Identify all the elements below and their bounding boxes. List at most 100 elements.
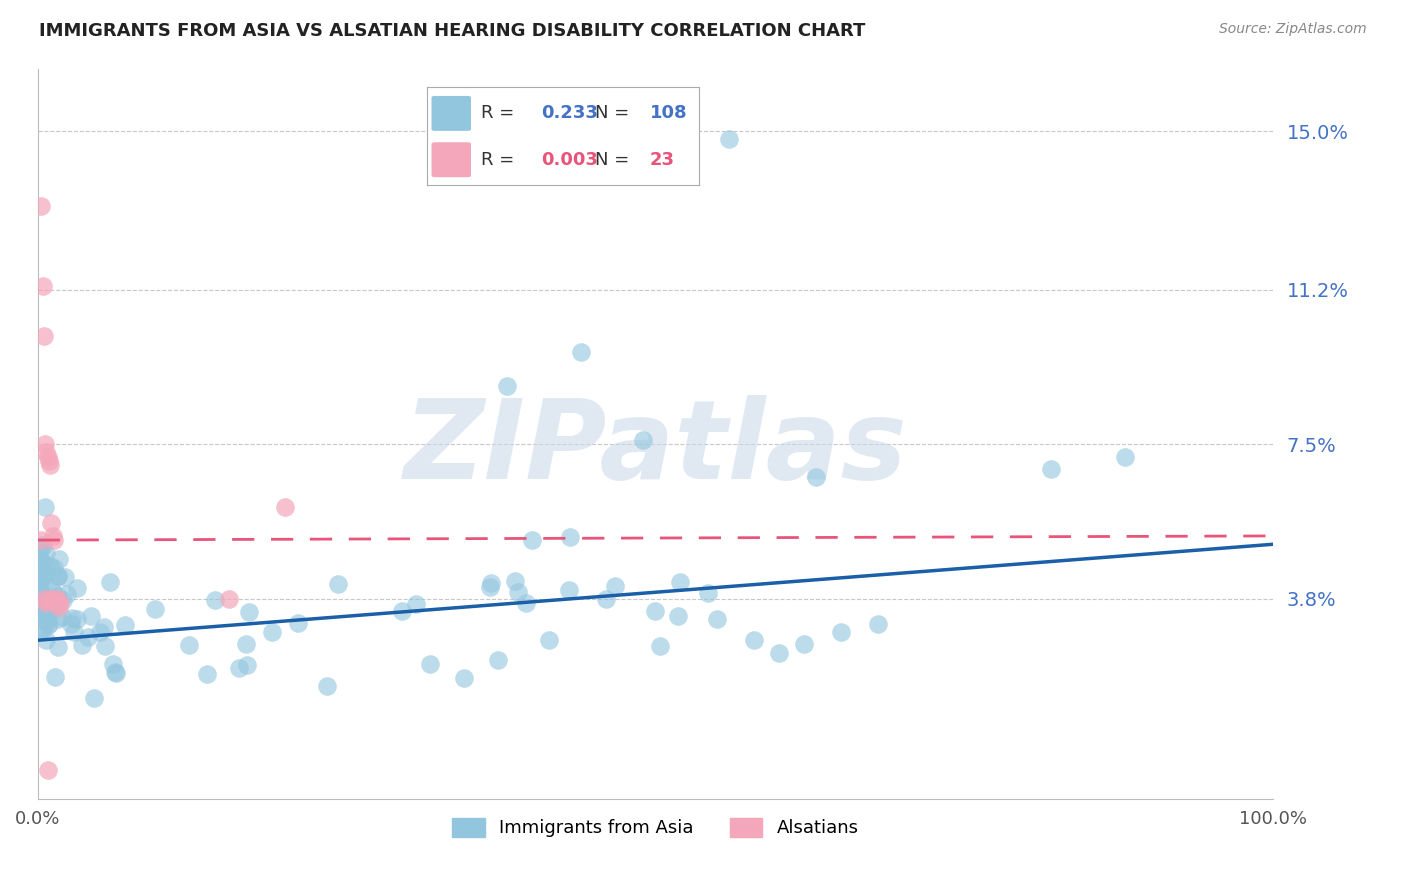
Point bbox=[28, 576, 51, 591]
Point bbox=[558, 583, 581, 598]
Point bbox=[37, 763, 59, 777]
Point bbox=[28, 543, 51, 558]
Point bbox=[479, 576, 502, 591]
Point bbox=[41, 529, 63, 543]
Point bbox=[238, 605, 260, 619]
Point bbox=[38, 454, 60, 468]
Point bbox=[274, 500, 297, 514]
Point bbox=[486, 653, 509, 667]
Point bbox=[236, 658, 259, 673]
Text: ZIPatlas: ZIPatlas bbox=[404, 395, 907, 502]
Point bbox=[520, 533, 543, 547]
Point bbox=[793, 637, 815, 651]
Point bbox=[605, 579, 627, 593]
Point bbox=[742, 633, 765, 648]
Point bbox=[666, 609, 689, 624]
Point bbox=[83, 691, 105, 706]
Point bbox=[80, 609, 103, 624]
Point bbox=[51, 610, 73, 624]
Point bbox=[650, 640, 672, 654]
Point bbox=[52, 593, 75, 607]
Point bbox=[28, 585, 51, 599]
Point bbox=[34, 589, 56, 603]
Point bbox=[30, 533, 52, 547]
Point bbox=[328, 577, 350, 591]
Point bbox=[1114, 450, 1136, 464]
Point bbox=[28, 604, 51, 618]
Point bbox=[46, 568, 69, 582]
Point bbox=[39, 516, 62, 531]
Point bbox=[34, 559, 56, 574]
Point bbox=[32, 591, 55, 606]
Point bbox=[669, 574, 692, 589]
Point bbox=[38, 591, 60, 606]
Point bbox=[56, 587, 79, 601]
Point bbox=[718, 132, 741, 146]
Point bbox=[46, 589, 69, 603]
Point bbox=[38, 617, 60, 632]
Point bbox=[46, 591, 69, 606]
Point bbox=[48, 552, 70, 566]
Point bbox=[391, 604, 413, 618]
Point bbox=[35, 568, 58, 582]
Point bbox=[66, 581, 89, 595]
Point bbox=[93, 620, 115, 634]
Point bbox=[28, 575, 51, 590]
Point bbox=[31, 569, 53, 583]
Point bbox=[66, 612, 89, 626]
Point bbox=[30, 557, 52, 571]
Point bbox=[31, 555, 53, 569]
Point bbox=[228, 661, 250, 675]
Point bbox=[405, 597, 427, 611]
Point bbox=[204, 593, 226, 607]
Point bbox=[76, 631, 98, 645]
Point bbox=[28, 582, 51, 597]
Point bbox=[31, 278, 53, 293]
Text: Source: ZipAtlas.com: Source: ZipAtlas.com bbox=[1219, 22, 1367, 37]
Point bbox=[830, 624, 852, 639]
Point bbox=[631, 433, 654, 447]
Point bbox=[1039, 462, 1062, 476]
Point bbox=[195, 667, 218, 681]
Point bbox=[558, 529, 581, 543]
Point bbox=[31, 571, 53, 585]
Point bbox=[30, 199, 52, 213]
Point bbox=[44, 594, 66, 608]
Point bbox=[59, 616, 82, 631]
Point bbox=[37, 612, 59, 626]
Point bbox=[49, 596, 72, 610]
Point bbox=[37, 450, 59, 464]
Point bbox=[60, 611, 83, 625]
Point bbox=[48, 599, 70, 614]
Point bbox=[235, 637, 257, 651]
Point bbox=[595, 591, 617, 606]
Point bbox=[48, 611, 70, 625]
Point bbox=[453, 671, 475, 685]
Point bbox=[35, 632, 58, 647]
Point bbox=[804, 470, 827, 484]
Point bbox=[177, 638, 200, 652]
Point bbox=[45, 596, 67, 610]
Point bbox=[93, 639, 115, 653]
Point bbox=[44, 591, 66, 606]
Point bbox=[39, 579, 62, 593]
Point bbox=[42, 585, 65, 599]
Point bbox=[866, 616, 889, 631]
Point bbox=[44, 670, 66, 684]
Point bbox=[143, 601, 166, 615]
Point bbox=[30, 568, 52, 582]
Legend: Immigrants from Asia, Alsatians: Immigrants from Asia, Alsatians bbox=[444, 811, 866, 845]
Point bbox=[706, 612, 728, 626]
Point bbox=[46, 569, 69, 583]
Point bbox=[32, 607, 55, 621]
Point bbox=[569, 345, 592, 359]
Point bbox=[89, 624, 111, 639]
Point bbox=[34, 500, 56, 514]
Point bbox=[104, 665, 127, 679]
Point bbox=[35, 445, 58, 459]
Point bbox=[768, 646, 790, 660]
Point bbox=[34, 601, 56, 615]
Point bbox=[42, 533, 65, 547]
Point bbox=[39, 600, 62, 615]
Point bbox=[28, 599, 51, 614]
